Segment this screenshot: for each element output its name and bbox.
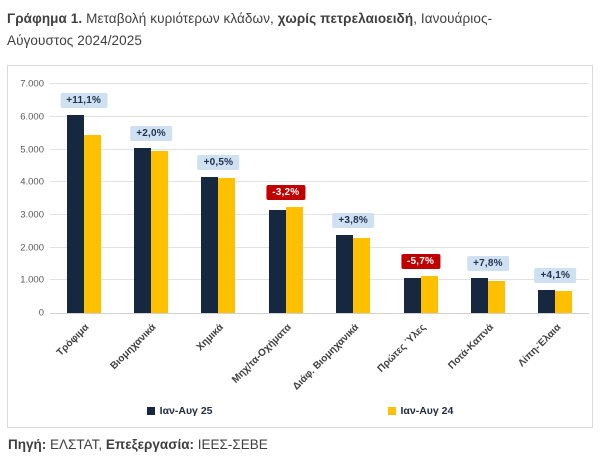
x-axis-label: Λίπη-Έλαια <box>516 322 564 370</box>
legend: Ιαν-Αυγ 25 Ιαν-Αυγ 24 <box>8 405 592 417</box>
change-badge-negative: -5,7% <box>401 253 441 269</box>
chart-title-text-2: , Ιανουάριος-Αύγουστος 2024/2025 <box>7 11 493 48</box>
category-group: +7,8% Ποτά-Καπνά <box>446 84 521 372</box>
bar-ιαν-αυγ-24 <box>83 135 101 314</box>
plot-area: 0 1.000 2.000 3.000 4.000 5.000 6.000 7.000 +11,… <box>20 79 589 393</box>
bar-ιαν-αυγ-25 <box>336 234 354 314</box>
gridline <box>50 279 589 281</box>
source-label: Πηγή: <box>8 437 47 453</box>
chart-title: Γράφημα 1. Μεταβολή κυριότερων κλάδων, χ… <box>7 8 552 51</box>
gridline <box>50 181 589 183</box>
legend-label: Ιαν-Αυγ 25 <box>159 405 213 418</box>
y-axis-label: 0 <box>38 307 44 319</box>
category-group: +2,0% Βιομηχανικά <box>109 84 184 372</box>
y-axis-label: 2.000 <box>20 242 44 254</box>
chart-frame: 0 1.000 2.000 3.000 4.000 5.000 6.000 7.000 +11,… <box>7 65 593 429</box>
category-group: -3,2% Μηχ/τα-Οχήματα <box>230 84 319 386</box>
bar-ιαν-αυγ-24 <box>151 150 169 314</box>
x-axis-label: Πρώτες Ύλες <box>375 322 429 375</box>
bar-ιαν-αυγ-25 <box>66 115 84 314</box>
y-axis-label: 3.000 <box>20 209 44 221</box>
y-axis-label: 1.000 <box>20 274 44 286</box>
x-axis-label: Βιομηχανικά <box>108 322 159 373</box>
bar-ιαν-αυγ-24 <box>285 206 303 314</box>
gridline <box>50 148 589 150</box>
bar-ιαν-αυγ-24 <box>218 177 236 314</box>
y-axis-label: 7.000 <box>20 78 44 90</box>
change-badge-positive: +3,8% <box>332 212 375 228</box>
category-group: +0,5% Χημικά <box>185 84 252 353</box>
change-badge-positive: +7,8% <box>467 256 509 272</box>
bar-ιαν-αυγ-25 <box>268 210 286 314</box>
bar-ιαν-αυγ-25 <box>134 147 152 314</box>
category-group: -5,7% Πρώτες Ύλες <box>376 84 454 375</box>
bar-ιαν-αυγ-24 <box>353 237 371 314</box>
gridline <box>50 214 589 216</box>
change-badge-negative: -3,2% <box>266 184 306 200</box>
bar-ιαν-αυγ-24 <box>420 275 438 314</box>
legend-swatch <box>387 407 396 416</box>
chart-title-text-1: Μεταβολή κυριότερων κλάδων, <box>82 11 278 26</box>
chart-title-bold: χωρίς πετρελαιοειδή <box>277 11 414 26</box>
x-axis-label: Χημικά <box>195 322 227 354</box>
bar-ιαν-αυγ-25 <box>538 290 556 314</box>
legend-swatch <box>146 407 155 416</box>
change-badge-positive: +11,1% <box>60 93 108 109</box>
category-group: +4,1% Λίπη-Έλαια <box>516 84 589 369</box>
change-badge-positive: +4,1% <box>534 268 577 284</box>
gridline <box>50 115 589 117</box>
x-axis-label: Ποτά-Καπνά <box>446 322 496 372</box>
bar-ιαν-αυγ-25 <box>403 277 421 314</box>
legend-item: Ιαν-Αυγ 25 <box>146 405 213 418</box>
category-group: +11,1% Τρόφιμα <box>50 84 117 359</box>
bar-ιαν-αυγ-25 <box>470 278 488 314</box>
legend-item: Ιαν-Αυγ 24 <box>387 405 454 418</box>
processing-label: Επεξεργασία: <box>105 437 194 453</box>
processing-value: ΙΕΕΣ-ΣΕΒΕ <box>194 437 268 453</box>
y-axis-label: 5.000 <box>20 144 44 156</box>
y-axis-label: 6.000 <box>20 111 44 123</box>
bar-ιαν-αυγ-24 <box>555 291 573 314</box>
gridline <box>50 83 589 85</box>
source-note: Πηγή: ΕΛΣΤΑΤ, Επεξεργασία: ΙΕΕΣ-ΣΕΒΕ <box>7 437 593 452</box>
legend-label: Ιαν-Αυγ 24 <box>400 405 454 418</box>
change-badge-positive: +0,5% <box>197 154 240 170</box>
category-group: +3,8% Διάφ. Βιομηχανικά <box>291 84 387 393</box>
bar-ιαν-αυγ-25 <box>201 176 219 314</box>
chart-title-number: Γράφημα 1. <box>7 11 83 26</box>
gridline <box>50 246 589 248</box>
y-axis-label: 4.000 <box>20 176 44 188</box>
x-axis-label: Τρόφιμα <box>54 322 92 359</box>
x-axis-label: Μηχ/τα-Οχήματα <box>230 322 294 386</box>
change-badge-positive: +2,0% <box>130 125 172 141</box>
page: Γράφημα 1. Μεταβολή κυριότερων κλάδων, χ… <box>7 8 593 452</box>
bar-ιαν-αυγ-24 <box>487 280 505 314</box>
x-axis-label: Διάφ. Βιομηχανικά <box>290 322 361 393</box>
source-value: ΕΛΣΤΑΤ, <box>46 437 106 453</box>
